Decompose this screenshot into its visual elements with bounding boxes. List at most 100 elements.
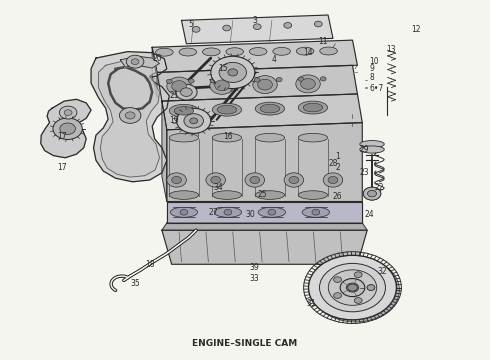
Text: 32: 32 — [377, 267, 387, 276]
Ellipse shape — [169, 104, 198, 117]
Circle shape — [268, 210, 276, 215]
Circle shape — [312, 210, 320, 215]
Text: 4: 4 — [272, 55, 277, 64]
Circle shape — [334, 277, 342, 283]
Circle shape — [363, 187, 381, 200]
Ellipse shape — [212, 191, 242, 199]
Circle shape — [312, 257, 399, 322]
Text: 6•7: 6•7 — [369, 84, 384, 93]
Polygon shape — [162, 101, 167, 202]
Text: 21: 21 — [170, 91, 179, 100]
Circle shape — [250, 176, 260, 184]
Polygon shape — [152, 47, 157, 98]
Text: 19: 19 — [170, 116, 179, 125]
Text: 29: 29 — [360, 145, 369, 154]
Ellipse shape — [169, 134, 198, 142]
Circle shape — [211, 176, 220, 184]
Text: 1: 1 — [335, 152, 340, 161]
Circle shape — [323, 173, 343, 187]
Circle shape — [245, 173, 265, 187]
Circle shape — [367, 285, 375, 291]
Circle shape — [289, 176, 299, 184]
Text: 35: 35 — [130, 279, 140, 288]
Circle shape — [224, 210, 232, 215]
Polygon shape — [167, 123, 362, 202]
Circle shape — [328, 176, 338, 184]
Ellipse shape — [249, 48, 267, 55]
Circle shape — [172, 176, 181, 184]
Ellipse shape — [226, 48, 244, 56]
Circle shape — [298, 77, 304, 81]
Text: 22: 22 — [374, 183, 384, 192]
Text: 34: 34 — [213, 183, 223, 192]
Polygon shape — [91, 51, 169, 182]
Circle shape — [340, 279, 365, 297]
Circle shape — [206, 173, 225, 187]
Text: 27: 27 — [208, 208, 218, 217]
Text: 16: 16 — [223, 132, 233, 141]
Circle shape — [125, 112, 135, 119]
Text: 17: 17 — [57, 132, 67, 141]
Circle shape — [167, 173, 186, 187]
Ellipse shape — [260, 104, 280, 113]
Ellipse shape — [273, 48, 291, 55]
Ellipse shape — [255, 191, 285, 199]
Circle shape — [253, 24, 261, 30]
Text: 28: 28 — [328, 159, 338, 168]
Circle shape — [346, 283, 359, 292]
Circle shape — [120, 108, 141, 123]
Circle shape — [190, 118, 197, 124]
Polygon shape — [162, 223, 367, 230]
Text: 33: 33 — [250, 274, 260, 283]
Circle shape — [131, 59, 139, 64]
Text: 17: 17 — [57, 163, 67, 172]
Ellipse shape — [302, 207, 330, 217]
Circle shape — [354, 298, 362, 303]
Circle shape — [284, 173, 304, 187]
Circle shape — [180, 88, 192, 96]
Text: 10: 10 — [369, 57, 379, 66]
Ellipse shape — [255, 102, 285, 115]
Ellipse shape — [174, 107, 194, 115]
Ellipse shape — [296, 47, 314, 55]
Text: 11: 11 — [318, 37, 328, 46]
Text: 23: 23 — [360, 168, 369, 177]
Circle shape — [254, 78, 260, 82]
Circle shape — [328, 270, 377, 305]
Circle shape — [64, 110, 72, 116]
Circle shape — [367, 285, 375, 291]
Circle shape — [175, 84, 197, 100]
Polygon shape — [41, 99, 91, 158]
Text: 24: 24 — [365, 210, 374, 219]
Text: 30: 30 — [245, 210, 255, 219]
Ellipse shape — [360, 146, 384, 153]
Circle shape — [176, 108, 211, 134]
Ellipse shape — [170, 207, 197, 217]
Text: 5: 5 — [189, 19, 194, 28]
Circle shape — [368, 190, 376, 197]
Text: 2: 2 — [335, 163, 340, 172]
Circle shape — [53, 118, 82, 139]
Circle shape — [210, 78, 216, 83]
Text: ENGINE–SINGLE CAM: ENGINE–SINGLE CAM — [193, 339, 297, 348]
Polygon shape — [162, 94, 362, 130]
Circle shape — [180, 210, 188, 215]
Circle shape — [319, 264, 386, 312]
Ellipse shape — [156, 48, 173, 56]
Circle shape — [354, 272, 362, 278]
Circle shape — [232, 78, 238, 82]
Circle shape — [347, 284, 357, 291]
Circle shape — [315, 21, 322, 27]
Circle shape — [192, 27, 200, 32]
Ellipse shape — [298, 134, 328, 142]
Ellipse shape — [320, 47, 337, 55]
Text: 26: 26 — [333, 192, 343, 201]
Polygon shape — [152, 40, 357, 72]
Circle shape — [363, 187, 381, 200]
Text: 39: 39 — [250, 264, 260, 273]
Circle shape — [167, 77, 191, 95]
Text: 12: 12 — [411, 25, 421, 34]
Circle shape — [334, 293, 342, 298]
Text: 25: 25 — [257, 190, 267, 199]
Text: 9: 9 — [369, 64, 374, 73]
